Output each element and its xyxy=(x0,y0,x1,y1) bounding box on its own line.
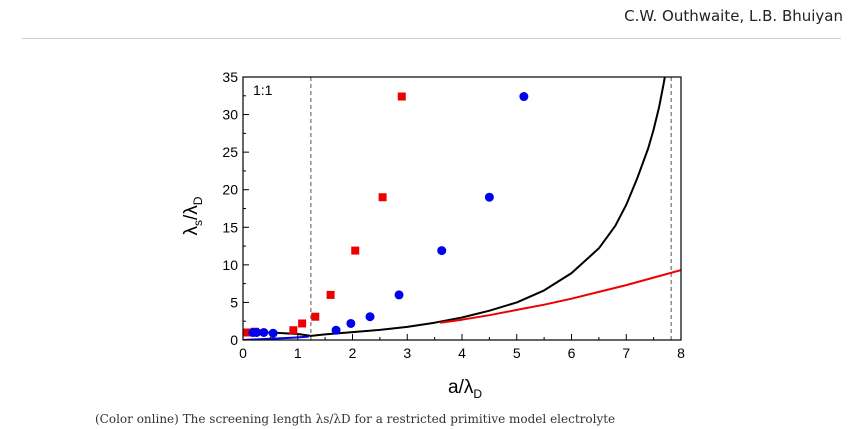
header-divider xyxy=(22,38,841,39)
curve-3 xyxy=(439,269,681,324)
square-marker xyxy=(351,246,360,255)
circle-marker xyxy=(437,246,447,256)
circle-marker xyxy=(484,192,494,202)
circle-marker xyxy=(331,325,341,335)
x-tick-label: 8 xyxy=(677,345,685,361)
circle-marker xyxy=(519,92,529,102)
plot-frame xyxy=(242,76,682,341)
y-tick-label: 35 xyxy=(222,69,238,85)
x-tick-label: 7 xyxy=(622,345,630,361)
circle-marker xyxy=(268,328,278,338)
y-tick-label: 25 xyxy=(222,144,238,160)
circle-marker xyxy=(252,327,262,337)
y-axis-title-slash-lambda: /λ xyxy=(181,205,202,220)
y-tick-label: 15 xyxy=(222,219,238,235)
curve-2 xyxy=(243,77,666,337)
y-axis-title-lambda: λ xyxy=(181,225,202,235)
square-marker xyxy=(243,328,252,337)
y-axis-title-sub-d: D xyxy=(191,196,205,205)
y-tick-label: 0 xyxy=(230,332,238,348)
x-tick-label: 3 xyxy=(403,345,411,361)
y-tick-label: 20 xyxy=(222,182,238,198)
figure-caption: (Color online) The screening length λs/λ… xyxy=(95,412,616,426)
square-marker xyxy=(397,92,406,101)
x-tick-label: 2 xyxy=(349,345,357,361)
y-axis-title-sub-s: s xyxy=(191,220,205,226)
x-tick-label: 6 xyxy=(568,345,576,361)
square-marker xyxy=(289,326,298,335)
square-marker xyxy=(378,193,387,202)
page-header-authors: C.W. Outhwaite, L.B. Bhuiyan xyxy=(624,7,843,25)
x-tick-label: 0 xyxy=(239,345,247,361)
square-marker xyxy=(326,290,335,299)
square-marker xyxy=(298,319,307,328)
x-tick-label: 5 xyxy=(513,345,521,361)
x-tick-label: 1 xyxy=(294,345,302,361)
x-axis-title: a/λD xyxy=(448,377,482,401)
circle-marker xyxy=(346,318,356,328)
square-marker xyxy=(311,312,320,321)
x-tick-label: 4 xyxy=(458,345,466,361)
circle-marker xyxy=(259,327,269,337)
circle-marker xyxy=(394,290,404,300)
panel-label: 1:1 xyxy=(253,82,273,98)
x-axis-title-main: a/λ xyxy=(448,377,474,398)
y-tick-label: 5 xyxy=(230,294,238,310)
y-tick-label: 30 xyxy=(222,107,238,123)
y-axis-title: λs/λD xyxy=(181,196,205,235)
circle-marker xyxy=(365,312,375,322)
y-tick-label: 10 xyxy=(222,257,238,273)
x-axis-title-sub: D xyxy=(473,387,482,401)
